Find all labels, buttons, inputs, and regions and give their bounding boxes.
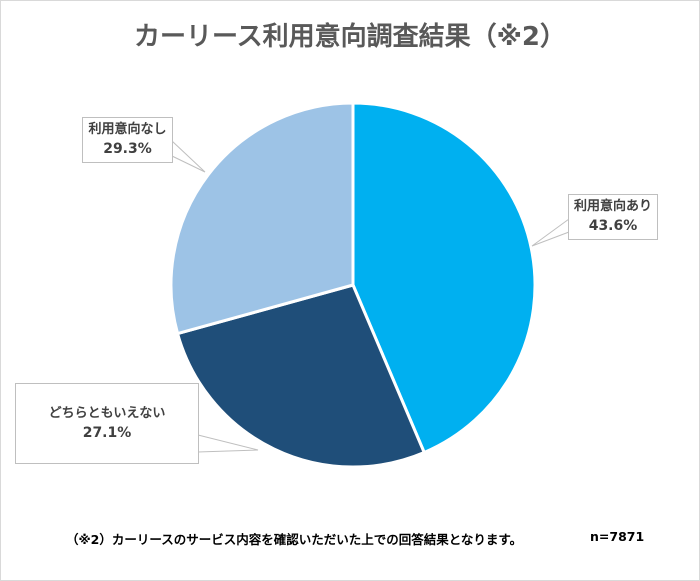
callout-pointer-no bbox=[171, 139, 206, 173]
data-label-no-category: 利用意向なし bbox=[88, 122, 167, 137]
pie-slice-neutral bbox=[176, 283, 426, 469]
sample-size: n=7871 bbox=[590, 529, 645, 544]
data-label-yes-category: 利用意向あり bbox=[573, 199, 652, 214]
callout-pointer-yes bbox=[531, 218, 570, 247]
data-label-neutral: どちらともいえない 27.1% bbox=[15, 383, 199, 464]
data-label-neutral-category: どちらともいえない bbox=[48, 405, 166, 421]
data-label-yes: 利用意向あり 43.6% bbox=[568, 194, 658, 240]
pie-slice-no bbox=[169, 101, 355, 336]
footnote: （※2）カーリースのサービス内容を確認いただいた上での回答結果となります。 bbox=[66, 532, 523, 547]
data-label-yes-value: 43.6% bbox=[588, 218, 638, 234]
pie-slice-yes bbox=[351, 101, 537, 454]
callout-pointer-neutral bbox=[197, 434, 259, 453]
data-label-neutral-value: 27.1% bbox=[82, 424, 132, 441]
chart-title: カーリース利用意向調査結果（※2） bbox=[133, 22, 567, 52]
data-label-no-value: 29.3% bbox=[103, 141, 152, 157]
data-label-no: 利用意向なし 29.3% bbox=[82, 117, 173, 163]
